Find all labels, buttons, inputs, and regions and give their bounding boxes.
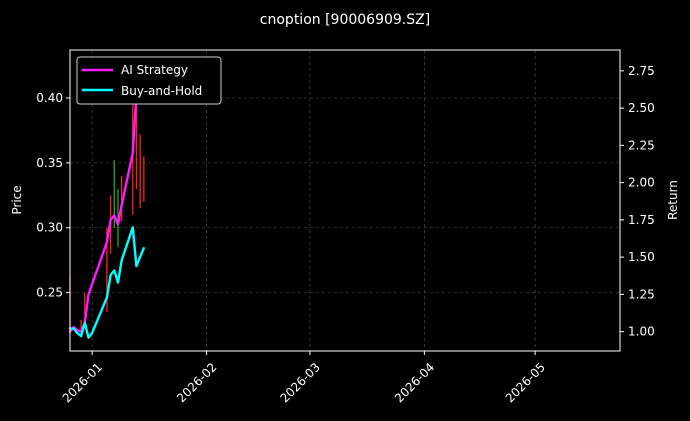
series-lines (68, 91, 146, 339)
x-tick-label-4: 2026-05 (503, 360, 548, 405)
x-tick-label-1: 2026-02 (174, 360, 219, 405)
legend: AI Strategy Buy-and-Hold (76, 56, 222, 105)
y-right-tick-label-4: 2.00 (628, 176, 655, 190)
plot-frame (69, 49, 621, 352)
y-right-tick-label-5: 2.25 (628, 138, 655, 152)
y-axis-left-title: Price (10, 185, 24, 214)
y-axis-right-title: Return (666, 180, 680, 220)
x-axis: 2026-01 2026-02 2026-03 2026-04 2026-05 (60, 351, 548, 405)
chart-title: cnoption [90006909.SZ] (260, 12, 430, 28)
series-line-ai-strategy (68, 91, 138, 333)
y-axis-right: 1.00 1.25 1.50 1.75 2.00 2.25 2.50 2.75 (620, 64, 655, 339)
y-right-tick-label-2: 1.50 (628, 250, 655, 264)
y-right-tick-label-7: 2.75 (628, 64, 655, 78)
x-tick-label-3: 2026-04 (392, 360, 437, 405)
y-right-tick-label-1: 1.25 (628, 287, 655, 301)
x-tick-label-0: 2026-01 (60, 360, 105, 405)
y-left-tick-label-1: 0.30 (36, 221, 63, 235)
y-left-tick-label-3: 0.40 (36, 91, 63, 105)
y-axis-left: 0.25 0.30 0.35 0.40 (36, 91, 70, 300)
legend-label-buy-and-hold: Buy-and-Hold (121, 84, 202, 98)
y-left-tick-label-2: 0.35 (36, 156, 63, 170)
y-right-tick-label-0: 1.00 (628, 325, 655, 339)
y-right-tick-label-3: 1.75 (628, 213, 655, 227)
series-line-buy-and-hold (68, 226, 146, 339)
x-tick-label-2: 2026-03 (277, 360, 322, 405)
y-right-tick-label-6: 2.50 (628, 101, 655, 115)
y-left-tick-label-0: 0.25 (36, 286, 63, 300)
legend-label-ai-strategy: AI Strategy (121, 63, 188, 77)
